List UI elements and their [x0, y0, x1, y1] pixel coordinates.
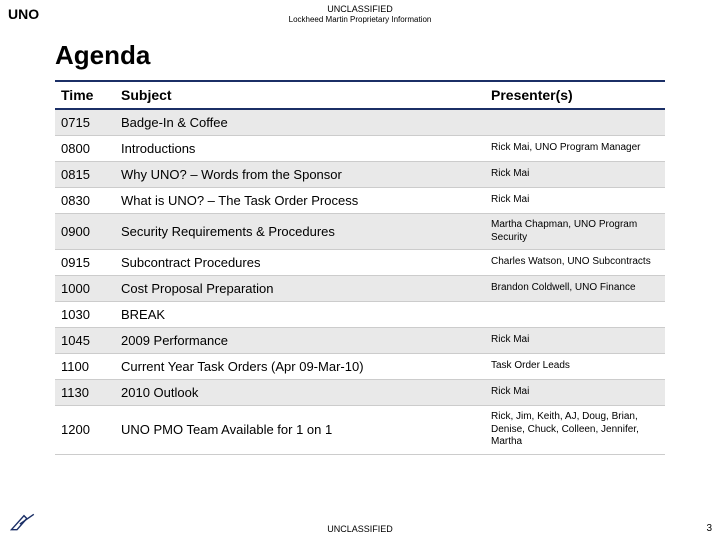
page-number: 3 — [706, 523, 712, 534]
cell-subject: Security Requirements & Procedures — [115, 214, 485, 250]
col-subject: Subject — [115, 81, 485, 109]
table-row: 1030BREAK — [55, 302, 665, 328]
agenda-table-wrap: Time Subject Presenter(s) 0715Badge-In &… — [55, 80, 665, 455]
col-presenter: Presenter(s) — [485, 81, 665, 109]
proprietary-line: Lockheed Martin Proprietary Information — [0, 15, 720, 25]
cell-time: 1100 — [55, 354, 115, 380]
table-row: 0800IntroductionsRick Mai, UNO Program M… — [55, 136, 665, 162]
classification-top: UNCLASSIFIED — [0, 4, 720, 15]
cell-subject: Badge-In & Coffee — [115, 109, 485, 136]
table-row: 0830What is UNO? – The Task Order Proces… — [55, 188, 665, 214]
cell-presenter — [485, 302, 665, 328]
cell-time: 0830 — [55, 188, 115, 214]
table-row: 0815Why UNO? – Words from the SponsorRic… — [55, 162, 665, 188]
classification-bottom: UNCLASSIFIED — [0, 524, 720, 534]
cell-time: 1045 — [55, 328, 115, 354]
table-row: 1100Current Year Task Orders (Apr 09-Mar… — [55, 354, 665, 380]
cell-time: 0715 — [55, 109, 115, 136]
cell-time: 0915 — [55, 250, 115, 276]
cell-time: 0800 — [55, 136, 115, 162]
table-row: 10452009 PerformanceRick Mai — [55, 328, 665, 354]
cell-presenter: Rick Mai — [485, 162, 665, 188]
cell-presenter: Rick, Jim, Keith, AJ, Doug, Brian, Denis… — [485, 406, 665, 455]
cell-time: 0900 — [55, 214, 115, 250]
cell-subject: Why UNO? – Words from the Sponsor — [115, 162, 485, 188]
cell-subject: What is UNO? – The Task Order Process — [115, 188, 485, 214]
table-header-row: Time Subject Presenter(s) — [55, 81, 665, 109]
cell-presenter: Martha Chapman, UNO Program Security — [485, 214, 665, 250]
cell-presenter: Task Order Leads — [485, 354, 665, 380]
table-row: 0900Security Requirements & ProceduresMa… — [55, 214, 665, 250]
slide-page: UNO UNCLASSIFIED Lockheed Martin Proprie… — [0, 0, 720, 540]
cell-presenter: Rick Mai — [485, 380, 665, 406]
cell-time: 1000 — [55, 276, 115, 302]
header-classification-block: UNCLASSIFIED Lockheed Martin Proprietary… — [0, 4, 720, 24]
cell-subject: Introductions — [115, 136, 485, 162]
table-row: 1000Cost Proposal PreparationBrandon Col… — [55, 276, 665, 302]
page-title: Agenda — [55, 40, 150, 71]
cell-time: 1130 — [55, 380, 115, 406]
cell-presenter: Rick Mai — [485, 188, 665, 214]
table-row: 11302010 OutlookRick Mai — [55, 380, 665, 406]
table-row: 1200UNO PMO Team Available for 1 on 1Ric… — [55, 406, 665, 455]
cell-time: 1200 — [55, 406, 115, 455]
cell-subject: 2010 Outlook — [115, 380, 485, 406]
cell-subject: Subcontract Procedures — [115, 250, 485, 276]
cell-subject: Cost Proposal Preparation — [115, 276, 485, 302]
cell-presenter: Brandon Coldwell, UNO Finance — [485, 276, 665, 302]
cell-subject: 2009 Performance — [115, 328, 485, 354]
cell-time: 0815 — [55, 162, 115, 188]
cell-time: 1030 — [55, 302, 115, 328]
cell-subject: UNO PMO Team Available for 1 on 1 — [115, 406, 485, 455]
cell-subject: Current Year Task Orders (Apr 09-Mar-10) — [115, 354, 485, 380]
cell-presenter: Charles Watson, UNO Subcontracts — [485, 250, 665, 276]
table-row: 0715Badge-In & Coffee — [55, 109, 665, 136]
cell-subject: BREAK — [115, 302, 485, 328]
col-time: Time — [55, 81, 115, 109]
cell-presenter: Rick Mai — [485, 328, 665, 354]
cell-presenter — [485, 109, 665, 136]
cell-presenter: Rick Mai, UNO Program Manager — [485, 136, 665, 162]
agenda-table: Time Subject Presenter(s) 0715Badge-In &… — [55, 80, 665, 455]
table-row: 0915Subcontract ProceduresCharles Watson… — [55, 250, 665, 276]
